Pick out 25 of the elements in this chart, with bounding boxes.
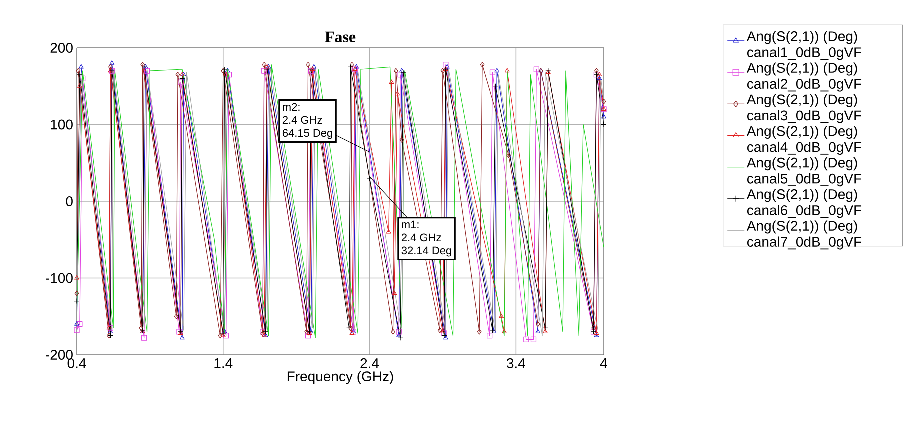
chart-title: Fase (325, 32, 356, 42)
annotation: 64.15 Deg (282, 129, 332, 140)
annotation: 32.14 Deg (402, 246, 452, 257)
annotation: 2.4 GHz (402, 234, 442, 242)
annotation: m2: (283, 103, 300, 111)
annotation: 2.4 GHz (282, 116, 322, 124)
legend-label: Ang(S(2,1)) (Deg) canal5_0dB_0gVF (746, 158, 862, 187)
y-tick-label: 200 (50, 43, 73, 53)
y-tick-label: -100 (46, 273, 73, 284)
y-tick-label: 100 (51, 120, 73, 130)
x-tick-label: 2.4 (360, 358, 380, 368)
legend-label: Ang(S(2,1)) (Deg) canal2_0dB_0gVF (746, 62, 862, 92)
annotation: m1: (402, 220, 419, 228)
x-axis-title: Frequency (GHz) (288, 371, 394, 384)
legend-label: Ang(S(2,1)) (Deg) canal7_0dB_0gVF (746, 220, 862, 250)
legend-label: Ang(S(2,1)) (Deg) canal1_0dB_0gVF (746, 31, 862, 60)
y-tick-label: -200 (46, 350, 73, 360)
legend-label: Ang(S(2,1)) (Deg) canal4_0dB_0gVF (746, 126, 862, 155)
legend-label: Ang(S(2,1)) (Deg) canal6_0dB_0gVF (746, 189, 862, 218)
legend-label: Ang(S(2,1)) (Deg) canal3_0dB_0gVF (746, 94, 862, 124)
x-tick-label: 0.4 (68, 358, 86, 368)
y-tick-label: 0 (66, 196, 73, 206)
x-tick-label: 3.4 (506, 358, 526, 368)
x-tick-label: 4 (600, 358, 608, 368)
x-tick-label: 1.4 (214, 358, 233, 368)
